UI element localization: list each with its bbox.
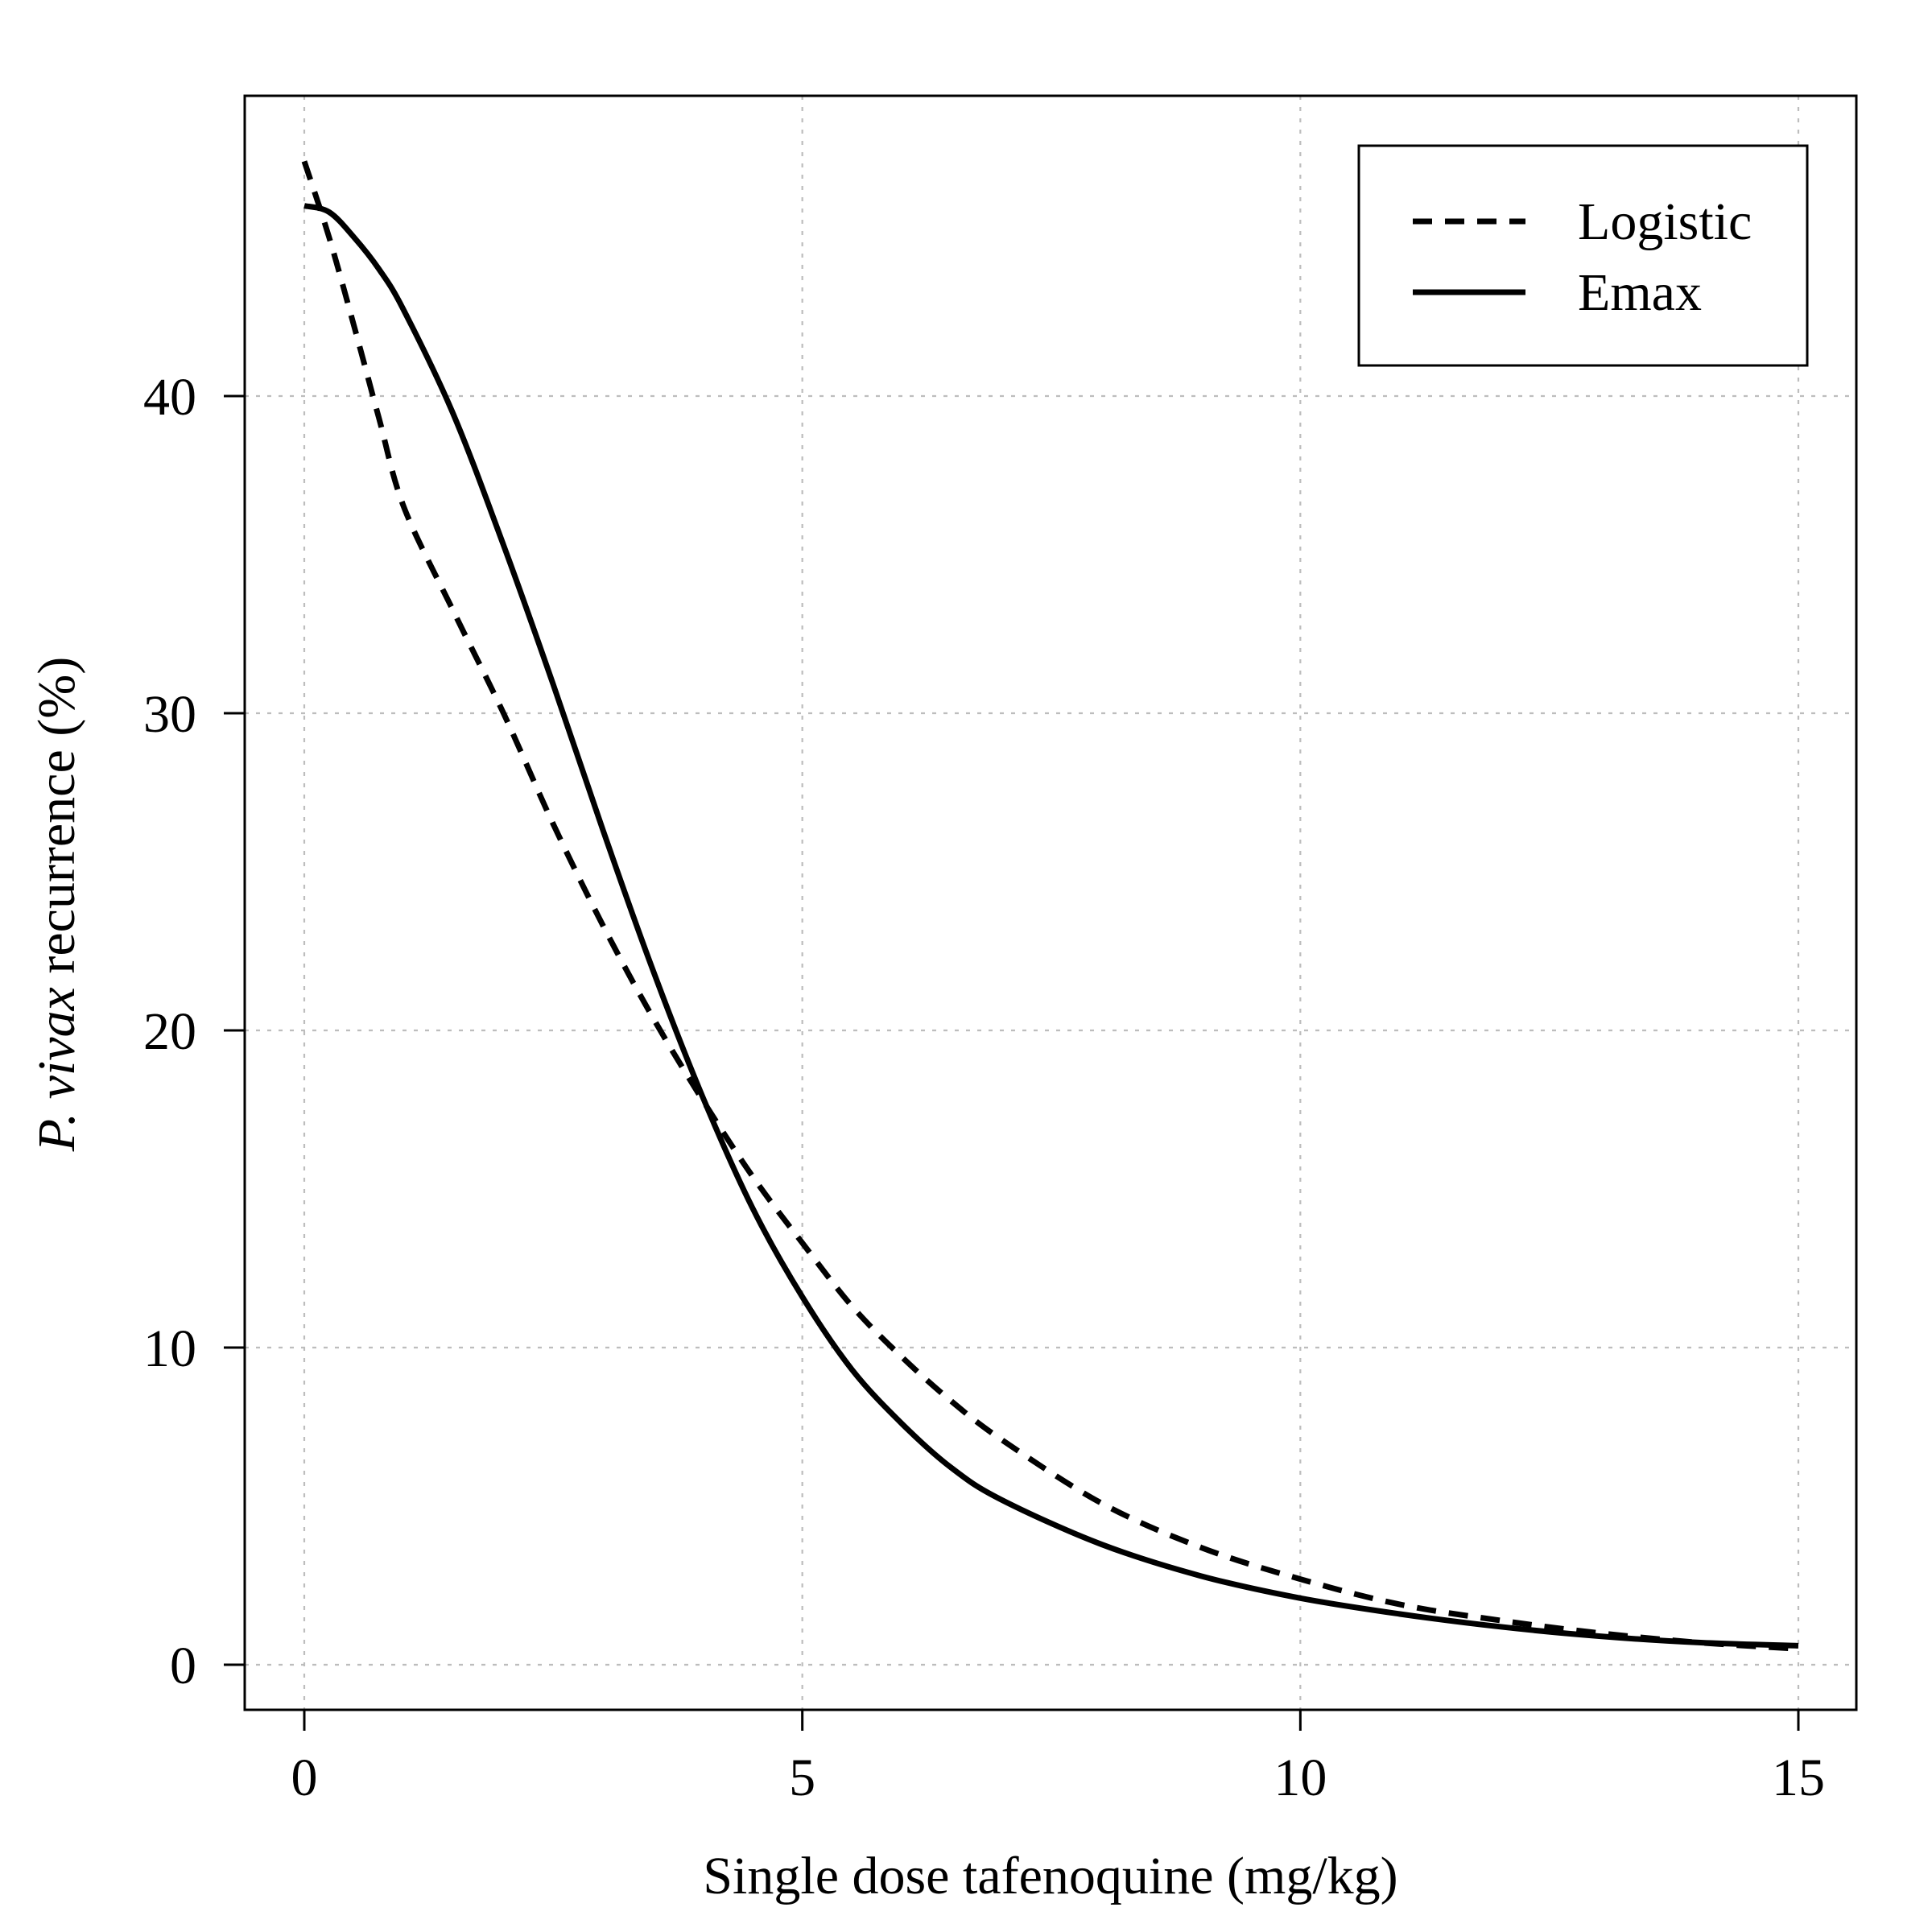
legend-label-logistic: Logistic (1578, 192, 1752, 251)
y-tick-label-0: 0 (170, 1637, 196, 1695)
x-tick-label-5: 5 (789, 1748, 815, 1807)
plot-frame (243, 94, 1858, 1711)
series-line-logistic (301, 160, 1799, 1652)
legend-label-emax: Emax (1578, 263, 1702, 322)
legend-box (1357, 144, 1809, 367)
legend: Logistic Emax (1357, 144, 1809, 367)
y-axis-title-italic: P. vivax (27, 987, 86, 1152)
axis-ticks: 0 5 10 15 0 10 20 30 40 (143, 368, 1825, 1807)
x-tick-label-0: 0 (291, 1748, 318, 1807)
y-axis-title-rest: recurrence (%) (27, 657, 86, 987)
y-tick-label-40: 40 (143, 368, 196, 427)
x-axis-title: Single dose tafenoquine (mg/kg) (703, 1847, 1397, 1905)
y-axis-title: P. vivax recurrence (%) (27, 657, 86, 1152)
x-tick-label-15: 15 (1772, 1748, 1825, 1807)
grid-lines (245, 96, 1856, 1710)
y-tick-label-30: 30 (143, 685, 196, 744)
series-layer (301, 160, 1799, 1652)
series-line-emax (303, 203, 1799, 1649)
x-tick-label-10: 10 (1274, 1748, 1327, 1807)
y-tick-label-10: 10 (143, 1319, 196, 1378)
y-tick-label-20: 20 (143, 1002, 196, 1061)
